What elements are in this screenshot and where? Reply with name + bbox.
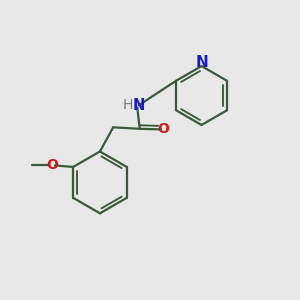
Text: O: O [157,122,169,136]
Text: N: N [133,98,145,113]
Text: H: H [123,98,133,112]
Text: N: N [195,55,208,70]
Text: O: O [46,158,58,172]
